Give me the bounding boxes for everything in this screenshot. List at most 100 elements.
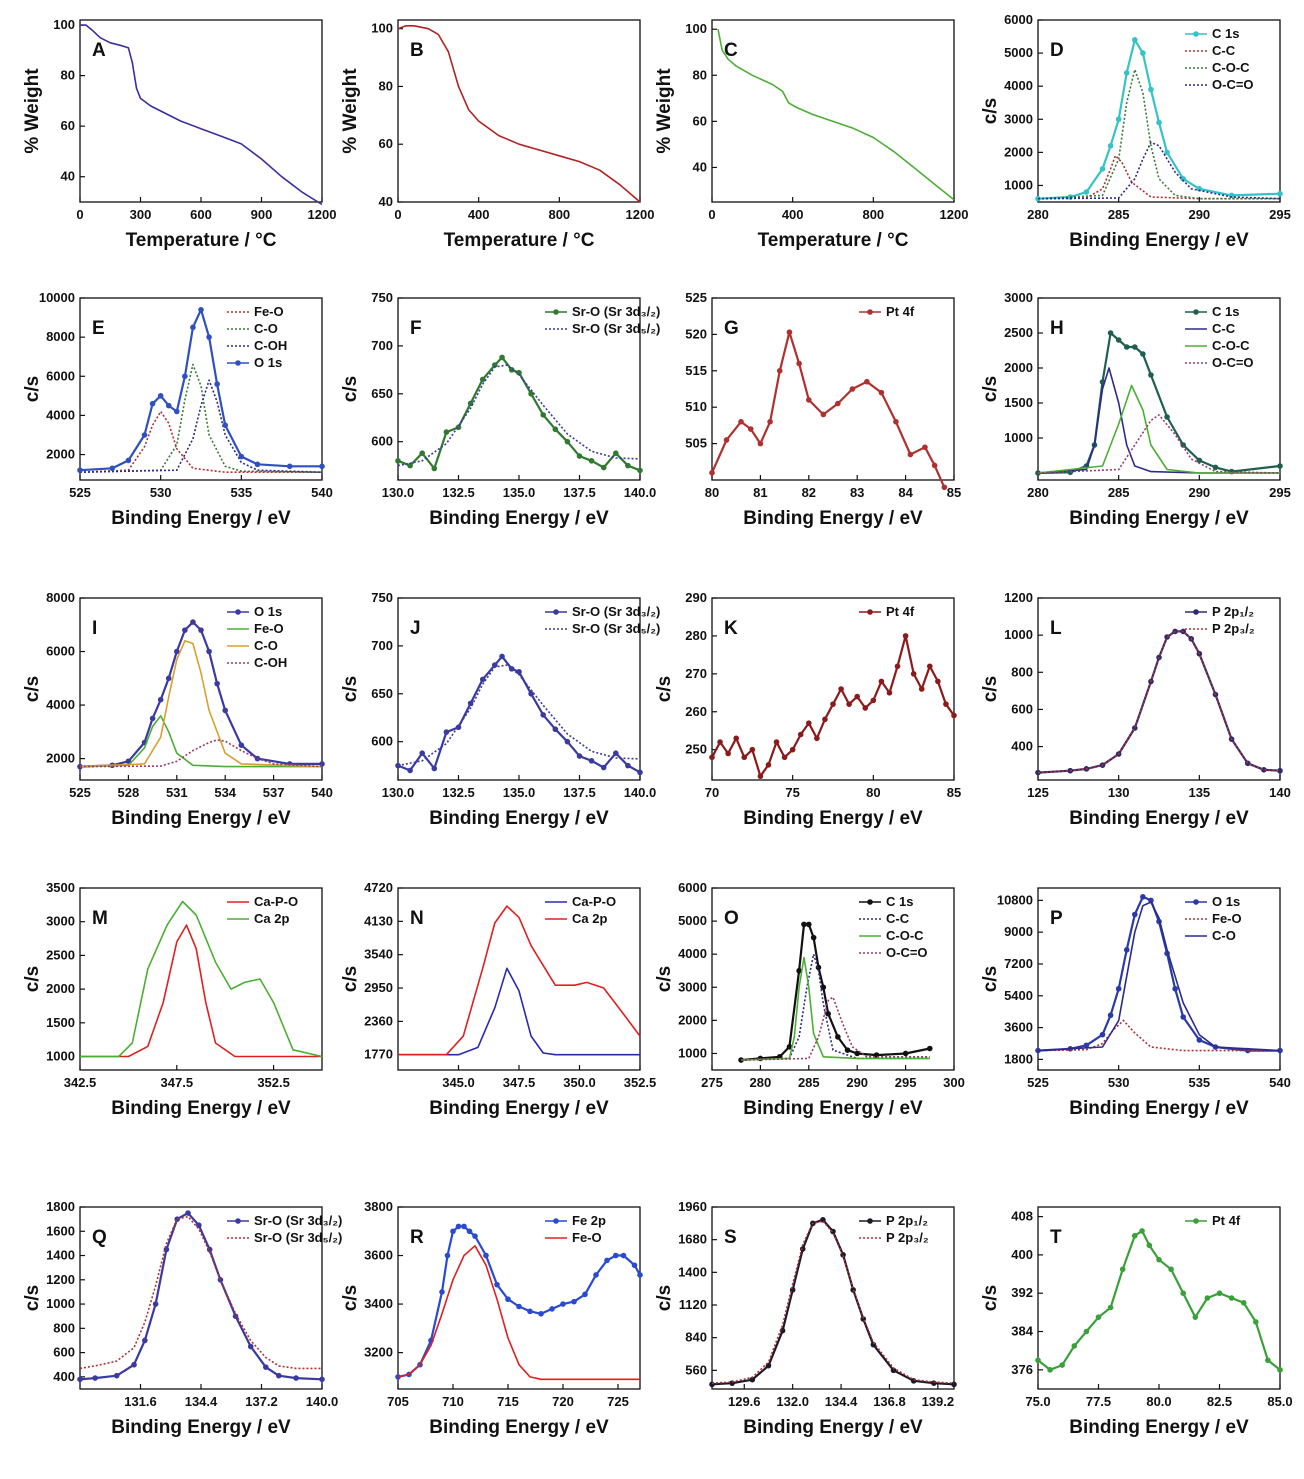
data-point-j-0 (600, 764, 607, 771)
data-point-f-0 (637, 467, 643, 474)
data-point-k-0 (935, 678, 941, 685)
y-tick-label-o: 5000 (678, 913, 707, 928)
legend-label-m: Ca 2p (254, 911, 289, 926)
data-point-f-0 (395, 458, 401, 464)
x-axis-label-b: Temperature / °C (444, 230, 595, 251)
panel-label-j: J (410, 618, 421, 639)
data-point-t-0 (1192, 1314, 1199, 1320)
data-point-e-3 (157, 393, 164, 399)
data-point-t-0 (1228, 1295, 1235, 1301)
y-tick-label-t: 384 (1011, 1324, 1033, 1339)
x-tick-label-d: 295 (1269, 207, 1291, 222)
data-point-j-0 (576, 753, 583, 759)
x-tick-label-i: 537 (263, 785, 285, 800)
series-line-s-0 (711, 1218, 955, 1386)
y-tick-label-b: 60 (379, 136, 393, 151)
data-point-j-0 (613, 750, 619, 756)
x-tick-label-i: 534 (214, 785, 236, 800)
x-tick-label-i: 525 (69, 785, 91, 800)
x-tick-label-q: 131.6 (124, 1394, 157, 1409)
y-axis-label-o: c/s (654, 966, 675, 992)
data-point-f-0 (443, 429, 450, 435)
y-tick-label-n: 2360 (364, 1013, 393, 1028)
x-tick-label-k: 70 (705, 785, 719, 800)
y-tick-label-h: 3000 (1004, 290, 1033, 305)
data-point-k-0 (773, 739, 780, 745)
y-tick-label-c: 100 (685, 21, 707, 36)
y-tick-label-q: 1800 (46, 1199, 75, 1214)
data-point-j-0 (443, 729, 450, 735)
data-point-k-0 (822, 716, 828, 723)
data-point-r-0 (483, 1252, 489, 1259)
data-point-q-0 (131, 1361, 137, 1368)
data-point-i-0 (214, 680, 220, 687)
data-point-h-0 (1164, 414, 1170, 420)
x-tick-label-s: 134.4 (825, 1394, 858, 1409)
x-tick-label-g: 81 (753, 485, 767, 500)
y-axis-label-t: c/s (980, 1285, 1001, 1311)
legend-label-k: Pt 4f (886, 604, 915, 619)
y-tick-label-o: 6000 (678, 880, 707, 895)
data-point-k-0 (894, 663, 901, 670)
data-point-g-0 (806, 397, 812, 403)
x-tick-label-q: 137.2 (245, 1394, 278, 1409)
y-tick-label-n: 1770 (364, 1047, 393, 1062)
data-point-i-0 (198, 627, 204, 633)
data-point-r-0 (620, 1252, 627, 1259)
data-point-d-0 (1115, 116, 1122, 123)
x-tick-label-r: 710 (442, 1394, 464, 1409)
x-axis-label-t: Binding Energy / eV (1069, 1417, 1249, 1438)
data-point-l-0 (1277, 767, 1283, 774)
data-point-k-0 (902, 633, 909, 639)
x-tick-label-r: 720 (552, 1394, 574, 1409)
x-axis-label-a: Temperature / °C (126, 230, 277, 251)
data-point-e-3 (125, 457, 132, 464)
plot-frame-k (711, 597, 955, 781)
data-point-t-0 (1047, 1367, 1053, 1373)
data-point-j-0 (395, 762, 401, 769)
data-point-j-0 (431, 765, 438, 772)
legend-label-p: Fe-O (1212, 911, 1242, 926)
legend-label-n: Ca 2p (572, 911, 607, 926)
y-tick-label-e: 2000 (46, 447, 75, 462)
legend-label-d: C-O-C (1212, 60, 1250, 75)
data-point-f-0 (516, 369, 522, 376)
x-tick-label-k: 75 (785, 785, 799, 800)
y-axis-label-j: c/s (340, 676, 361, 702)
data-point-d-0 (1180, 176, 1186, 182)
data-point-j-0 (552, 726, 559, 733)
y-tick-label-k: 250 (685, 742, 707, 757)
series-line-a-0 (80, 24, 323, 206)
x-axis-label-p: Binding Energy / eV (1069, 1098, 1249, 1119)
y-tick-label-n: 4720 (364, 880, 393, 895)
legend-label-l: P 2p₁/₂ (1212, 604, 1254, 619)
y-tick-label-m: 2000 (46, 981, 75, 996)
panel-label-d: D (1050, 40, 1064, 61)
x-axis-label-c: Temperature / °C (758, 230, 909, 251)
data-point-e-3 (319, 463, 325, 470)
data-point-r-0 (444, 1252, 451, 1259)
x-tick-label-c: 800 (862, 207, 884, 222)
plot-frame-c (711, 19, 955, 203)
series-line-j-0 (397, 655, 641, 774)
data-point-k-0 (927, 663, 933, 670)
data-point-p-0 (1172, 985, 1178, 992)
legend-label-e: O 1s (254, 355, 282, 370)
legend-label-t: Pt 4f (1212, 1213, 1241, 1228)
x-tick-label-s: 139.2 (922, 1394, 955, 1409)
plot-frame-t (1037, 1206, 1281, 1390)
y-tick-label-g: 510 (685, 399, 707, 414)
x-tick-label-a: 1200 (308, 207, 337, 222)
y-tick-label-m: 3000 (46, 914, 75, 929)
y-tick-label-t: 408 (1011, 1209, 1033, 1224)
legend-label-p: C-O (1212, 928, 1236, 943)
legend-label-m: Ca-P-O (254, 894, 298, 909)
series-line-h-1 (1037, 367, 1280, 474)
x-tick-label-p: 535 (1188, 1075, 1210, 1090)
data-point-g-0 (767, 418, 773, 425)
y-tick-label-b: 80 (379, 78, 393, 93)
legend-marker-j (553, 609, 559, 615)
data-point-d-0 (1132, 37, 1138, 43)
data-point-f-0 (600, 464, 607, 471)
x-tick-label-m: 342.5 (64, 1075, 97, 1090)
